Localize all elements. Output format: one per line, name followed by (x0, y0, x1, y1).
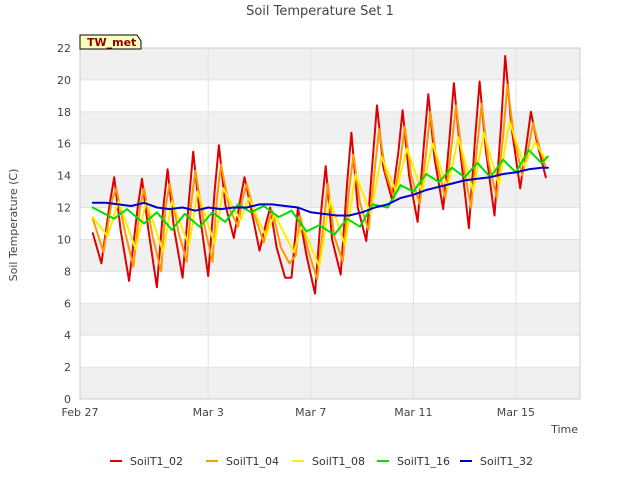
legend-item: SoilT1_08 (292, 455, 365, 468)
badge-shape (79, 34, 142, 50)
x-tick-label: Feb 27 (62, 406, 99, 419)
legend-label: SoilT1_04 (226, 455, 279, 468)
legend-label: SoilT1_16 (397, 455, 450, 468)
y-tick-label: 16 (57, 138, 71, 151)
y-tick-label: 18 (57, 106, 71, 119)
legend-label: SoilT1_02 (130, 455, 183, 468)
grid-band (80, 367, 580, 399)
badge-label: TW_met (87, 36, 136, 49)
y-tick-label: 6 (64, 297, 71, 310)
series-line-soilt1-16 (91, 149, 549, 236)
legend-item: SoilT1_04 (206, 455, 279, 468)
y-tick-label: 8 (64, 265, 71, 278)
series-line-soilt1-32 (91, 166, 549, 217)
y-tick-label: 20 (57, 74, 71, 87)
grid-band (80, 303, 580, 336)
x-axis-label: Time (550, 423, 578, 436)
legend-label: SoilT1_32 (480, 455, 533, 468)
legend-item: SoilT1_16 (377, 455, 450, 468)
y-tick-label: 10 (57, 233, 71, 246)
series-lines (91, 55, 549, 295)
x-tick-label: Mar 3 (193, 406, 224, 419)
plot-frame (79, 47, 581, 400)
grid-band (80, 111, 580, 144)
legend: SoilT1_02 SoilT1_04 SoilT1_08 SoilT1_16 Soil… (110, 455, 533, 468)
series-line-soilt1-02 (91, 55, 547, 295)
grid-band (80, 48, 580, 80)
legend-item: SoilT1_02 (110, 455, 183, 468)
legend-item: SoilT1_32 (460, 455, 533, 468)
y-tick-label: 22 (57, 42, 71, 55)
y-tick-label: 12 (57, 202, 71, 215)
site-badge: TW_met (79, 34, 142, 50)
y-tick-label: 2 (64, 361, 71, 374)
y-axis-label: Soil Temperature (C) (7, 169, 20, 282)
x-tick-label: Mar 11 (394, 406, 432, 419)
x-tick-label: Mar 7 (295, 406, 326, 419)
y-tick-label: 0 (64, 393, 71, 406)
y-tick-label: 4 (64, 329, 71, 342)
y-tick-label: 14 (57, 170, 71, 183)
chart-title: Soil Temperature Set 1 (246, 4, 394, 19)
x-tick-label: Mar 15 (497, 406, 535, 419)
legend-label: SoilT1_08 (312, 455, 365, 468)
